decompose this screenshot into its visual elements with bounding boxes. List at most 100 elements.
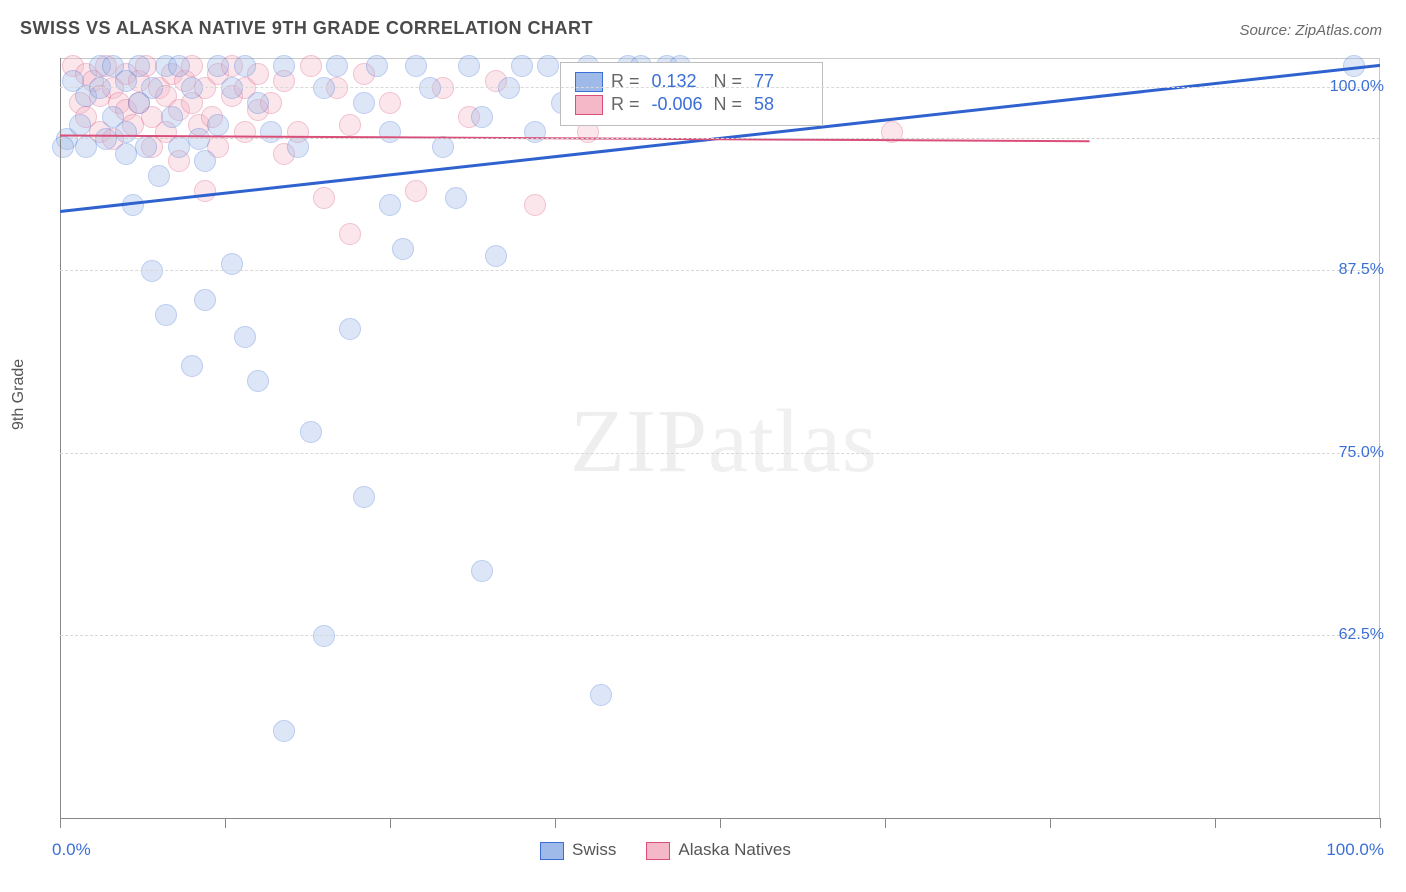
legend-label: Swiss	[572, 840, 616, 859]
x-tick	[390, 818, 391, 828]
scatter-point	[89, 77, 111, 99]
scatter-point	[524, 121, 546, 143]
scatter-point	[498, 77, 520, 99]
scatter-point	[234, 326, 256, 348]
scatter-point	[260, 121, 282, 143]
plot-area	[60, 58, 1380, 818]
x-tick	[885, 818, 886, 828]
scatter-point	[300, 55, 322, 77]
scatter-point	[221, 253, 243, 275]
x-tick	[1050, 818, 1051, 828]
legend-swatch	[540, 842, 564, 860]
y-tick-label: 100.0%	[1330, 78, 1384, 96]
legend-label: Alaska Natives	[678, 840, 790, 859]
scatter-point	[353, 486, 375, 508]
scatter-point	[273, 720, 295, 742]
legend-swatch	[575, 72, 603, 92]
scatter-point	[122, 194, 144, 216]
chart-container: SWISS VS ALASKA NATIVE 9TH GRADE CORRELA…	[0, 0, 1406, 892]
legend-r-value: -0.006	[652, 94, 706, 115]
x-tick-min: 0.0%	[52, 840, 91, 860]
source-label: Source: ZipAtlas.com	[1239, 22, 1382, 39]
scatter-point	[458, 55, 480, 77]
scatter-point	[247, 370, 269, 392]
y-axis-line	[60, 58, 61, 818]
legend-row: R = -0.006 N = 58	[575, 94, 808, 115]
scatter-point	[221, 77, 243, 99]
scatter-point	[485, 245, 507, 267]
scatter-point	[155, 304, 177, 326]
scatter-point	[300, 421, 322, 443]
x-tick	[1380, 818, 1381, 828]
scatter-point	[471, 560, 493, 582]
scatter-point	[326, 55, 348, 77]
x-tick	[720, 818, 721, 828]
scatter-point	[168, 55, 190, 77]
scatter-point	[234, 55, 256, 77]
scatter-point	[590, 684, 612, 706]
scatter-point	[148, 165, 170, 187]
legend-swatch	[575, 95, 603, 115]
gridline-h	[60, 453, 1380, 454]
scatter-point	[247, 92, 269, 114]
legend-n-value: 58	[754, 94, 808, 115]
scatter-point	[511, 55, 533, 77]
y-axis-label: 9th Grade	[10, 359, 28, 430]
y-tick-label: 87.5%	[1339, 261, 1384, 279]
scatter-point	[207, 114, 229, 136]
scatter-point	[339, 114, 361, 136]
scatter-point	[419, 77, 441, 99]
y-tick-label: 62.5%	[1339, 626, 1384, 644]
scatter-point	[181, 355, 203, 377]
scatter-point	[188, 128, 210, 150]
legend-r-value: 0.132	[652, 71, 706, 92]
scatter-point	[366, 55, 388, 77]
gridline-h	[60, 270, 1380, 271]
x-tick	[225, 818, 226, 828]
x-tick	[1215, 818, 1216, 828]
legend-swatch	[646, 842, 670, 860]
series-legend: Swiss Alaska Natives	[540, 840, 791, 860]
scatter-point	[141, 260, 163, 282]
legend-n-value: 77	[754, 71, 808, 92]
scatter-point	[339, 318, 361, 340]
gridline-h	[60, 635, 1380, 636]
scatter-point	[115, 143, 137, 165]
gridline-h	[60, 87, 1380, 88]
correlation-legend: R = 0.132 N = 77 R = -0.006 N = 58	[560, 62, 823, 126]
scatter-point	[313, 625, 335, 647]
scatter-point	[353, 92, 375, 114]
scatter-point	[234, 121, 256, 143]
scatter-point	[161, 106, 183, 128]
scatter-point	[115, 121, 137, 143]
scatter-point	[313, 187, 335, 209]
scatter-point	[339, 223, 361, 245]
scatter-point	[194, 289, 216, 311]
scatter-point	[471, 106, 493, 128]
scatter-point	[379, 121, 401, 143]
scatter-point	[194, 150, 216, 172]
x-tick	[555, 818, 556, 828]
legend-r-label: R =	[611, 71, 640, 92]
legend-row: R = 0.132 N = 77	[575, 71, 808, 92]
chart-title: SWISS VS ALASKA NATIVE 9TH GRADE CORRELA…	[20, 18, 593, 39]
scatter-point	[194, 180, 216, 202]
scatter-point	[379, 194, 401, 216]
scatter-point	[405, 55, 427, 77]
legend-item: Alaska Natives	[646, 840, 790, 860]
scatter-point	[445, 187, 467, 209]
scatter-point	[405, 180, 427, 202]
scatter-point	[881, 121, 903, 143]
scatter-point	[1343, 55, 1365, 77]
y-tick-label: 75.0%	[1339, 444, 1384, 462]
x-tick	[60, 818, 61, 828]
scatter-point	[392, 238, 414, 260]
legend-r-label: R =	[611, 94, 640, 115]
scatter-point	[379, 92, 401, 114]
legend-n-label: N =	[714, 94, 743, 115]
scatter-point	[524, 194, 546, 216]
gridline-h-secondary	[60, 138, 1380, 139]
legend-n-label: N =	[714, 71, 743, 92]
x-tick-max: 100.0%	[1326, 840, 1384, 860]
legend-item: Swiss	[540, 840, 616, 860]
